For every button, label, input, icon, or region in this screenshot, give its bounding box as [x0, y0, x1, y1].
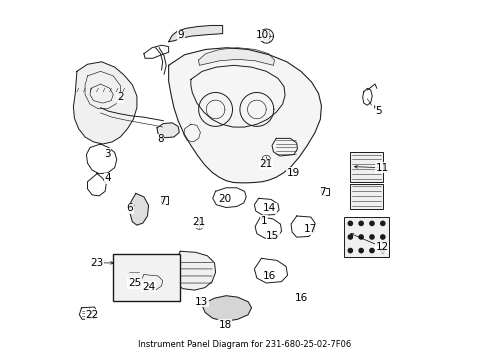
Polygon shape [168, 48, 321, 183]
Polygon shape [130, 193, 148, 225]
Text: 16: 16 [294, 293, 307, 303]
Text: 12: 12 [375, 242, 388, 252]
Circle shape [380, 248, 384, 253]
Circle shape [347, 235, 352, 239]
Text: 22: 22 [85, 310, 99, 320]
Circle shape [358, 221, 363, 225]
Text: 25: 25 [127, 278, 141, 288]
Text: 13: 13 [194, 297, 208, 307]
Polygon shape [173, 251, 215, 290]
Text: 3: 3 [104, 149, 111, 158]
Bar [160, 196, 167, 204]
Text: 17: 17 [304, 224, 317, 234]
Circle shape [347, 221, 352, 225]
Text: 24: 24 [142, 282, 155, 292]
Circle shape [380, 221, 384, 225]
Text: 19: 19 [286, 168, 299, 178]
Text: 10: 10 [255, 30, 268, 40]
Text: 14: 14 [263, 203, 276, 213]
Text: 6: 6 [126, 203, 133, 213]
Polygon shape [198, 48, 274, 66]
Text: 7: 7 [159, 196, 165, 206]
Bar [349, 184, 382, 209]
Circle shape [347, 248, 352, 253]
Polygon shape [168, 26, 222, 42]
Circle shape [358, 235, 363, 239]
Text: 7: 7 [318, 187, 325, 197]
Bar [321, 188, 328, 195]
Text: 4: 4 [104, 173, 111, 183]
Polygon shape [157, 123, 179, 138]
Text: 21: 21 [259, 159, 272, 169]
Text: 20: 20 [218, 194, 231, 204]
Text: 5: 5 [374, 106, 381, 116]
Circle shape [369, 235, 373, 239]
Circle shape [380, 235, 384, 239]
Polygon shape [203, 296, 251, 321]
Text: 9: 9 [177, 30, 184, 40]
Text: 18: 18 [218, 320, 231, 330]
Circle shape [358, 248, 363, 253]
Text: 23: 23 [90, 258, 103, 268]
Bar [343, 217, 388, 257]
Circle shape [369, 248, 373, 253]
Text: 16: 16 [263, 271, 276, 281]
Text: 2: 2 [117, 92, 123, 102]
Bar [113, 254, 180, 301]
Text: 15: 15 [265, 231, 279, 242]
Text: Instrument Panel Diagram for 231-680-25-02-7F06: Instrument Panel Diagram for 231-680-25-… [138, 339, 350, 348]
Text: 1: 1 [260, 216, 266, 226]
Circle shape [369, 221, 373, 225]
Text: 21: 21 [192, 217, 205, 227]
Text: 8: 8 [157, 134, 163, 144]
Text: 11: 11 [375, 163, 388, 173]
Bar [349, 152, 382, 182]
Polygon shape [73, 62, 137, 144]
